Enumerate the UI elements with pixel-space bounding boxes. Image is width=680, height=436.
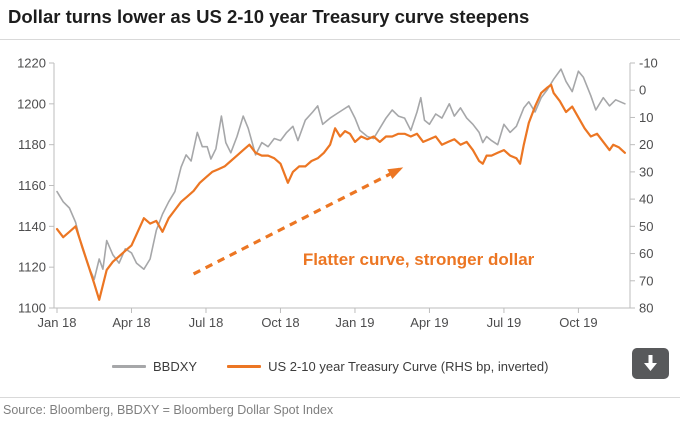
svg-text:1220: 1220 — [17, 56, 46, 71]
chart-legend: BBDXY US 2-10 year Treasury Curve (RHS b… — [112, 357, 548, 375]
treasury-curve-line-swatch — [227, 364, 262, 368]
svg-text:Apr 19: Apr 19 — [410, 315, 448, 330]
svg-text:Apr 18: Apr 18 — [112, 315, 150, 330]
svg-text:80: 80 — [639, 301, 653, 316]
svg-text:1100: 1100 — [18, 301, 46, 316]
svg-text:Oct 19: Oct 19 — [559, 315, 597, 330]
svg-text:1140: 1140 — [18, 219, 46, 234]
treasury-dollar-chart: 1220 1200 1180 1160 1140 1120 1100 -10 0 10 20 30 40… — [17, 56, 658, 331]
svg-text:Oct 18: Oct 18 — [261, 315, 299, 330]
svg-text:Flatter curve, stronger dollar: Flatter curve, stronger dollar — [303, 250, 535, 269]
svg-text:Jul 19: Jul 19 — [487, 315, 522, 330]
svg-text:40: 40 — [639, 192, 653, 207]
svg-text:1160: 1160 — [18, 178, 46, 193]
svg-text:Jan 18: Jan 18 — [37, 315, 76, 330]
svg-text:-10: -10 — [639, 56, 658, 71]
legend-label: BBDXY — [153, 358, 198, 374]
svg-text:1200: 1200 — [17, 96, 46, 111]
svg-text:60: 60 — [639, 246, 653, 261]
svg-text:Jan 19: Jan 19 — [335, 315, 374, 330]
svg-text:10: 10 — [639, 110, 653, 125]
legend-label: US 2-10 year Treasury Curve (RHS bp, inv… — [268, 358, 549, 374]
legend-item-bbdxy: BBDXY — [112, 359, 197, 374]
svg-text:30: 30 — [639, 164, 653, 179]
title-divider — [0, 39, 680, 40]
svg-text:1180: 1180 — [18, 137, 46, 152]
svg-text:Jul 18: Jul 18 — [189, 315, 224, 330]
chart-title: Dollar turns lower as US 2-10 year Treas… — [8, 6, 530, 27]
svg-text:0: 0 — [639, 83, 646, 98]
legend-item-treasury-curve: US 2-10 year Treasury Curve (RHS bp, inv… — [227, 359, 548, 374]
svg-text:20: 20 — [639, 137, 653, 152]
svg-text:50: 50 — [639, 219, 653, 234]
download-arrow-icon — [644, 355, 657, 371]
footer-divider — [0, 397, 680, 398]
bbdxy-line-swatch — [112, 364, 146, 368]
svg-text:1120: 1120 — [18, 260, 46, 275]
download-chart-button[interactable] — [632, 348, 669, 379]
source-attribution: Source: Bloomberg, BBDXY = Bloomberg Dol… — [3, 403, 334, 417]
svg-text:70: 70 — [639, 273, 653, 288]
